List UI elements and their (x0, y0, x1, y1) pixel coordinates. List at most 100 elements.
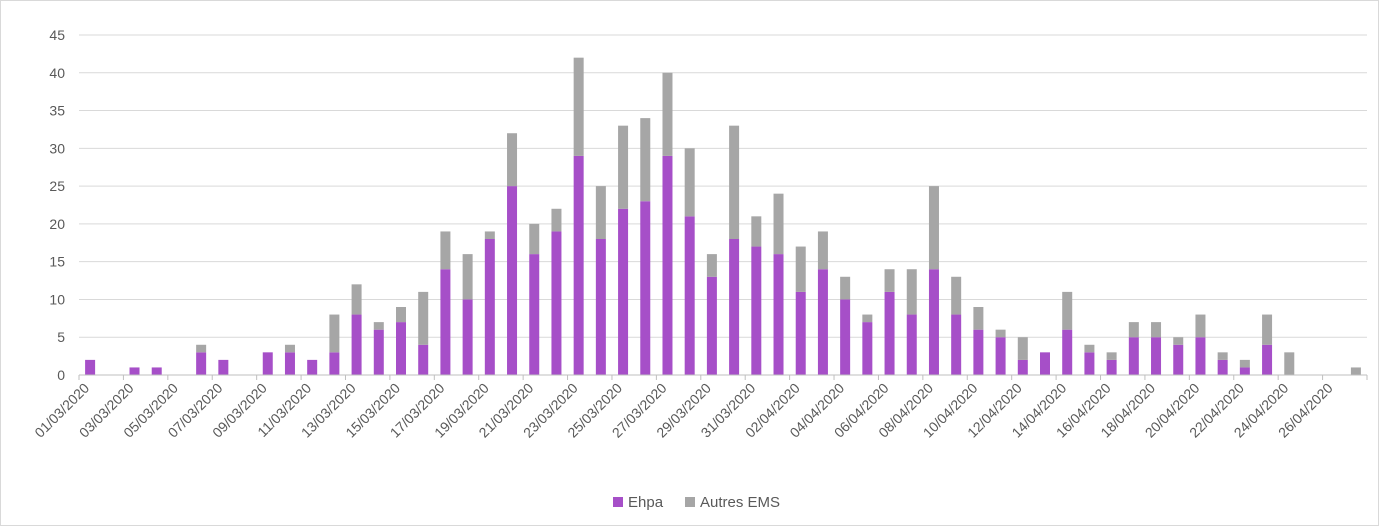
bar-autres-ems (684, 148, 695, 217)
bar-autres-ems (1195, 314, 1206, 338)
bar-autres-ems (1262, 314, 1273, 345)
legend-label-autres-ems: Autres EMS (700, 494, 780, 511)
bar-autres-ems (662, 72, 673, 156)
bar-autres-ems (573, 57, 584, 156)
bar-autres-ems (196, 344, 207, 353)
bar-ehpa (196, 352, 207, 375)
bar-ehpa (906, 314, 917, 375)
y-tick-label: 25 (49, 178, 65, 194)
bar-autres-ems (1239, 359, 1250, 368)
bar-ehpa (373, 329, 384, 375)
bar-autres-ems (795, 246, 806, 292)
bar-ehpa (151, 367, 162, 375)
bar-autres-ems (551, 208, 562, 232)
bar-autres-ems (995, 329, 1006, 338)
bar-autres-ems (595, 186, 606, 239)
bar-ehpa (662, 155, 673, 375)
bar-autres-ems (928, 186, 939, 270)
bar-ehpa (1217, 359, 1228, 375)
bar-autres-ems (351, 284, 362, 315)
bar-autres-ems (329, 314, 340, 353)
bar-autres-ems (1284, 352, 1295, 375)
bar-autres-ems (906, 269, 917, 315)
bar-ehpa (218, 359, 229, 375)
bar-ehpa (773, 254, 784, 375)
bar-autres-ems (706, 254, 717, 277)
bar-ehpa (1128, 337, 1139, 375)
bar-autres-ems (1350, 367, 1361, 375)
bar-autres-ems (1106, 352, 1117, 360)
y-tick-label: 20 (49, 216, 65, 232)
y-tick-label: 45 (49, 27, 65, 43)
bar-ehpa (1084, 352, 1095, 375)
bar-autres-ems (973, 307, 984, 330)
bar-autres-ems (817, 231, 828, 270)
bar-ehpa (973, 329, 984, 375)
bar-autres-ems (729, 125, 740, 239)
bar-autres-ems (640, 118, 651, 202)
bar-ehpa (551, 231, 562, 375)
y-tick-label: 5 (57, 329, 65, 345)
bar-ehpa (928, 269, 939, 375)
bar-autres-ems (618, 125, 629, 209)
bar-ehpa (884, 291, 895, 375)
bars (85, 57, 1361, 375)
bar-autres-ems (1217, 352, 1228, 360)
bar-autres-ems (418, 291, 429, 345)
bar-ehpa (951, 314, 962, 375)
bar-ehpa (995, 337, 1006, 375)
bar-ehpa (85, 359, 96, 375)
bar-autres-ems (751, 216, 762, 247)
bar-autres-ems (284, 344, 295, 353)
y-tick-label: 15 (49, 254, 65, 270)
y-tick-label: 30 (49, 140, 65, 156)
bar-ehpa (573, 155, 584, 375)
bar-ehpa (462, 299, 473, 375)
bar-ehpa (484, 239, 495, 375)
bar-ehpa (418, 344, 429, 375)
gridlines (79, 34, 1367, 338)
bar-autres-ems (462, 254, 473, 300)
bar-ehpa (618, 208, 629, 375)
bar-ehpa (262, 352, 273, 375)
bar-ehpa (795, 291, 806, 375)
x-tick-labels: 01/03/202003/03/202005/03/202007/03/2020… (31, 380, 1336, 441)
bar-ehpa (1062, 329, 1073, 375)
bar-autres-ems (529, 223, 540, 255)
bar-autres-ems (1151, 322, 1162, 338)
bar-autres-ems (484, 231, 495, 239)
bar-ehpa (307, 359, 318, 375)
bar-ehpa (529, 254, 540, 375)
axes (78, 374, 1368, 380)
bar-ehpa (862, 322, 873, 375)
legend-label-ehpa: Ehpa (628, 494, 664, 511)
bar-ehpa (817, 269, 828, 375)
bar-ehpa (640, 201, 651, 375)
bar-ehpa (1173, 344, 1184, 375)
bar-ehpa (351, 314, 362, 375)
bar-ehpa (1195, 337, 1206, 375)
bar-ehpa (329, 352, 340, 375)
bar-ehpa (1262, 344, 1273, 375)
legend-swatch-autres-ems (685, 497, 695, 507)
bar-ehpa (129, 367, 140, 375)
bar-ehpa (440, 269, 451, 375)
y-tick-label: 40 (49, 65, 65, 81)
bar-ehpa (840, 299, 851, 375)
bar-ehpa (595, 239, 606, 375)
bar-autres-ems (951, 276, 962, 315)
y-tick-label: 35 (49, 103, 65, 119)
bar-ehpa (1017, 359, 1028, 375)
bar-autres-ems (1084, 344, 1095, 353)
bar-autres-ems (1173, 337, 1184, 345)
bar-ehpa (284, 352, 295, 375)
bar-ehpa (729, 239, 740, 375)
y-tick-labels: 0 5 10 15 20 25 30 35 40 45 (49, 27, 65, 383)
bar-ehpa (751, 246, 762, 375)
bar-autres-ems (396, 307, 406, 323)
y-tick-label: 10 (49, 291, 65, 307)
bar-ehpa (396, 322, 406, 375)
legend: Ehpa Autres EMS (613, 494, 780, 511)
bar-autres-ems (440, 231, 451, 270)
